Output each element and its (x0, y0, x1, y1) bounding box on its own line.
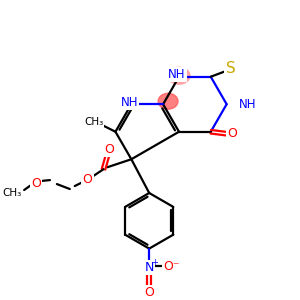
Ellipse shape (158, 93, 178, 109)
Text: +: + (151, 258, 158, 267)
Text: CH₃: CH₃ (3, 188, 22, 198)
Text: O: O (228, 127, 238, 140)
Text: N: N (145, 261, 154, 274)
Text: O: O (83, 172, 93, 186)
Text: O⁻: O⁻ (163, 260, 179, 273)
Text: S: S (226, 61, 236, 76)
Text: O: O (144, 286, 154, 299)
Text: CH₃: CH₃ (84, 117, 103, 127)
Text: NH: NH (238, 98, 256, 111)
Text: O: O (105, 143, 114, 156)
Text: NH: NH (121, 96, 138, 109)
Text: NH: NH (168, 68, 186, 81)
Text: O: O (31, 177, 41, 190)
Ellipse shape (168, 67, 190, 84)
